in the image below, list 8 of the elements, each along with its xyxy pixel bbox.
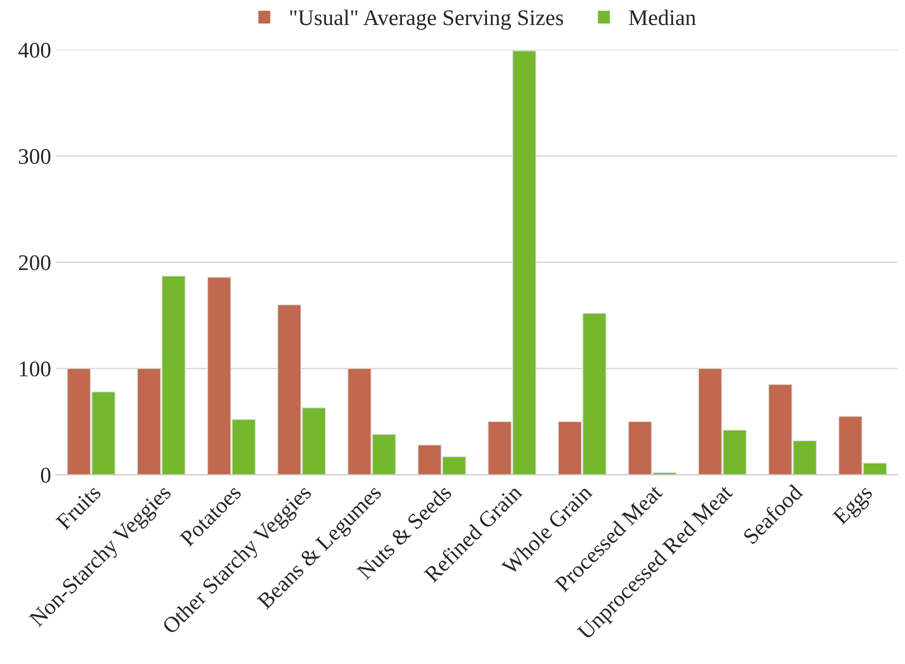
- y-tick-label: 200: [18, 255, 50, 270]
- y-tick-label: 100: [20, 361, 50, 376]
- y-tick-label: 400: [18, 42, 50, 58]
- x-tick-label: Eggs: [832, 484, 876, 528]
- y-tick-label: 0: [40, 468, 50, 483]
- legend-label: "Usual" Average Serving Sizes: [290, 10, 564, 30]
- legend-label: Median: [628, 10, 696, 26]
- y-tick-label: 300: [18, 148, 50, 164]
